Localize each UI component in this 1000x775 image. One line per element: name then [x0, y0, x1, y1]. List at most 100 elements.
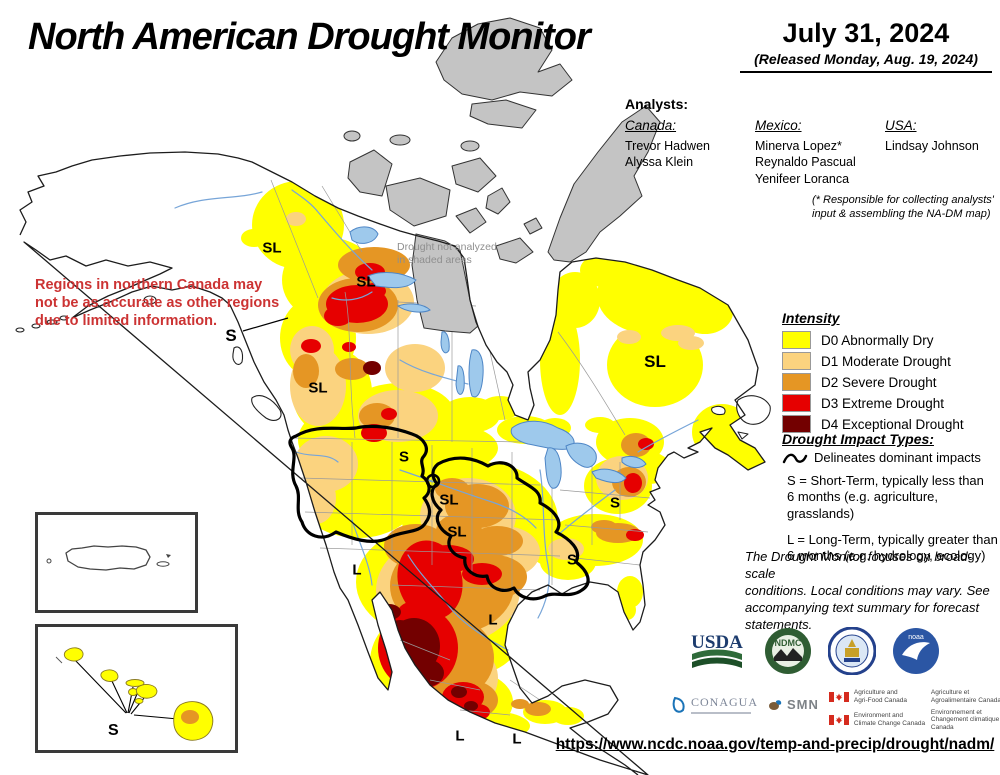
d4-label: D4 Exceptional Drought [821, 416, 964, 432]
usda-logo: USDA [691, 632, 743, 668]
agency-logos-row2: CONAGUA SMN Agriculture and Agri-Food Ca… [672, 689, 1000, 732]
impact-label: SL [356, 273, 376, 291]
nadm-url-link[interactable]: https://www.ncdc.noaa.gov/temp-and-preci… [555, 736, 995, 753]
analyst-name: Trevor Hadwen [625, 139, 710, 153]
svg-text:USDA: USDA [691, 632, 743, 653]
northern-canada-notice: Regions in northern Canada may not be as… [35, 277, 280, 330]
conagua-icon [672, 696, 685, 713]
impact-types-panel: Drought Impact Types: Delineates dominan… [782, 431, 997, 465]
impact-label: L [455, 727, 465, 745]
impact-label: S [398, 448, 410, 466]
not-analyzed-note: Drought not analyzed in shaded areas [397, 241, 497, 266]
date-block: July 31, 2024 (Released Monday, Aug. 19,… [740, 18, 992, 73]
canada-agency-en: Agriculture and Agri-Food Canada [853, 689, 908, 704]
analyst-country-usa: USA: [885, 118, 917, 133]
d2-label: D2 Severe Drought [821, 374, 937, 390]
legend-row-d1: D1 Moderate Drought [782, 352, 997, 370]
canada-agency-en: Environment and Climate Change Canada [853, 712, 926, 728]
islands [15, 295, 771, 440]
intensity-heading: Intensity [782, 310, 840, 326]
svg-text:noaa: noaa [908, 634, 924, 641]
hawaii-impact-label: S [108, 722, 119, 739]
source-url: https://www.ncdc.noaa.gov/temp-and-preci… [555, 736, 995, 754]
hawaii-map [55, 647, 214, 741]
map-date: July 31, 2024 [782, 18, 950, 48]
analyst-col-mexico: Mexico: Minerva Lopez* Reynaldo Pascual … [755, 118, 885, 187]
canada-agency-fr: Agriculture et Agroalimentaire Canada [930, 689, 1000, 704]
d4-swatch [782, 415, 811, 433]
squiggle-icon [782, 453, 808, 463]
smn-logo: SMN [768, 697, 819, 712]
legend-row-d3: D3 Extreme Drought [782, 394, 997, 412]
d3-label: D3 Extreme Drought [821, 395, 945, 411]
d0-swatch [782, 331, 811, 349]
page-title: North American Drought Monitor [28, 16, 591, 58]
d1-swatch [782, 352, 811, 370]
impact-label: SL [439, 491, 459, 509]
d3-swatch [782, 394, 811, 412]
analysts-heading: Analysts: [625, 96, 689, 112]
smn-icon [769, 699, 782, 710]
analyst-footnote: (* Responsible for collecting analysts' … [812, 194, 994, 220]
impact-label: SL [447, 523, 467, 541]
commerce-logo [828, 627, 876, 675]
short-term-definition: S = Short-Term, typically less than 6 mo… [787, 473, 984, 521]
term-definitions: S = Short-Term, typically less than 6 mo… [787, 473, 999, 574]
mainland-outline [19, 151, 766, 775]
impact-types-heading: Drought Impact Types: [782, 431, 934, 447]
intensity-legend: Intensity D0 Abnormally Dry D1 Moderate … [782, 310, 997, 436]
analyst-country-canada: Canada: [625, 118, 677, 133]
legend-row-d0: D0 Abnormally Dry [782, 331, 997, 349]
not-analyzed-regions [343, 17, 661, 334]
noaa-logo: noaa [893, 628, 939, 674]
analyst-name: Reynaldo Pascual [755, 155, 856, 170]
analyst-col-usa: USA: Lindsay Johnson [885, 118, 995, 187]
agency-logos-row1: USDA NDMC noaa [686, 627, 940, 675]
legend-row-d2: D2 Severe Drought [782, 373, 997, 391]
conagua-logo: CONAGUA [672, 695, 758, 714]
release-date: (Released Monday, Aug. 19, 2024) [754, 51, 978, 67]
impact-label: SL [308, 379, 328, 397]
canada-agency-row: Environment and Climate Change Canada En… [828, 708, 1000, 732]
impact-label: L [512, 730, 522, 748]
impact-label: SL [644, 352, 666, 371]
canada-flag-icon [828, 691, 849, 702]
puerto-rico-map [46, 545, 171, 571]
canada-flag-icon [828, 715, 849, 726]
impact-label: L [488, 611, 498, 629]
disclaimer-text: The Drought Monitor focuses on broad-sca… [745, 549, 990, 632]
long-term-definition: L = Long-Term, typically greater than 6 … [787, 531, 998, 563]
analyst-col-canada: Canada: Trevor Hadwen Alyssa Klein [625, 118, 755, 187]
svg-text:NDMC: NDMC [775, 638, 802, 648]
impact-label: S [609, 494, 621, 512]
legend-row-d4: D4 Exceptional Drought [782, 415, 997, 433]
ndmc-logo: NDMC [765, 628, 811, 674]
analyst-name: Alyssa Klein [625, 155, 694, 170]
canada-agency-fr: Environnement et Changement climatique C… [930, 708, 1000, 732]
analyst-country-mexico: Mexico: [755, 118, 802, 133]
d0-label: D0 Abnormally Dry [821, 332, 934, 348]
analysts-panel: Analysts: Canada: Trevor Hadwen Alyssa K… [625, 96, 995, 187]
conagua-tagline-bar [691, 712, 751, 714]
d1-label: D1 Moderate Drought [821, 353, 951, 369]
impact-delineation-lines [288, 424, 590, 601]
puerto-rico-inset [35, 512, 198, 613]
analyst-name: Lindsay Johnson [885, 139, 979, 153]
impact-label: S [566, 551, 578, 569]
impact-note: Delineates dominant impacts [814, 450, 981, 465]
admin-borders [270, 179, 651, 716]
impact-label: S [225, 326, 237, 345]
impact-label: SL [262, 239, 282, 257]
analyst-name: Yenifeer Loranca [755, 171, 850, 186]
impact-label: L [352, 561, 362, 579]
canada-agency-row: Agriculture and Agri-Food Canada Agricul… [828, 689, 1000, 705]
d2-swatch [782, 373, 811, 391]
label-leader-line [242, 317, 289, 332]
analyst-name: Minerva Lopez* [755, 139, 842, 153]
lakes [349, 226, 647, 489]
hawaii-inset: S [35, 624, 238, 753]
canada-agencies: Agriculture and Agri-Food Canada Agricul… [828, 689, 1000, 732]
